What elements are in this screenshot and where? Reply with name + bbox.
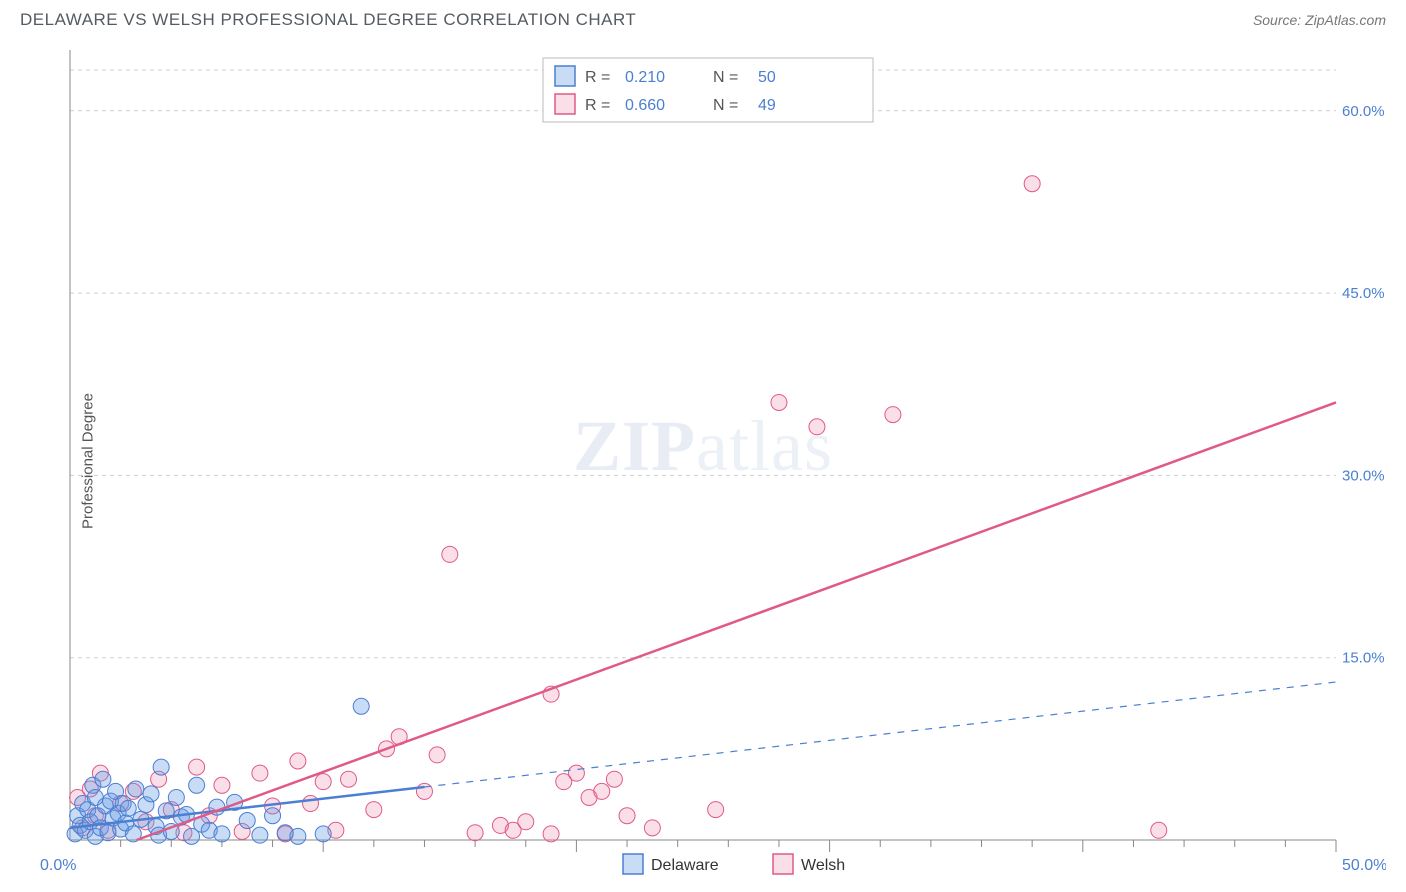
scatter-point [429, 747, 445, 763]
scatter-point [467, 825, 483, 841]
scatter-point [644, 820, 660, 836]
scatter-point [214, 777, 230, 793]
svg-text:60.0%: 60.0% [1342, 103, 1385, 120]
svg-text:N =: N = [713, 69, 738, 86]
svg-text:50.0%: 50.0% [1342, 857, 1386, 874]
svg-text:N =: N = [713, 97, 738, 114]
scatter-point [1151, 822, 1167, 838]
legend-swatch [555, 94, 575, 114]
legend-swatch [623, 854, 643, 874]
scatter-point [315, 826, 331, 842]
scatter-point [252, 827, 268, 843]
scatter-point [95, 771, 111, 787]
scatter-point [568, 765, 584, 781]
scatter-point [341, 771, 357, 787]
scatter-point [366, 802, 382, 818]
scatter-point [290, 828, 306, 844]
legend-swatch [555, 66, 575, 86]
svg-text:0.0%: 0.0% [40, 857, 76, 874]
scatter-point [353, 698, 369, 714]
scatter-point [143, 786, 159, 802]
scatter-point [771, 394, 787, 410]
scatter-point [189, 759, 205, 775]
legend-label: Welsh [801, 857, 845, 874]
scatter-point [809, 419, 825, 435]
svg-text:49: 49 [758, 97, 776, 114]
chart-title: DELAWARE VS WELSH PROFESSIONAL DEGREE CO… [20, 10, 636, 30]
scatter-point [518, 814, 534, 830]
svg-text:50: 50 [758, 69, 776, 86]
scatter-point [252, 765, 268, 781]
scatter-point [885, 407, 901, 423]
scatter-point [128, 781, 144, 797]
chart-source: Source: ZipAtlas.com [1253, 12, 1386, 28]
scatter-point [239, 813, 255, 829]
scatter-point [619, 808, 635, 824]
svg-text:0.210: 0.210 [625, 69, 665, 86]
trend-line-delaware-ext [424, 682, 1336, 787]
scatter-point [265, 808, 281, 824]
y-axis-label: Professional Degree [79, 393, 96, 529]
scatter-point [708, 802, 724, 818]
scatter-point [303, 796, 319, 812]
svg-text:45.0%: 45.0% [1342, 285, 1385, 302]
scatter-point [594, 783, 610, 799]
svg-text:R =: R = [585, 69, 610, 86]
legend-label: Delaware [651, 857, 719, 874]
scatter-point [315, 774, 331, 790]
scatter-point [606, 771, 622, 787]
svg-text:0.660: 0.660 [625, 97, 665, 114]
scatter-point [153, 759, 169, 775]
scatter-point [120, 800, 136, 816]
scatter-point [168, 789, 184, 805]
scatter-point [189, 777, 205, 793]
svg-text:30.0%: 30.0% [1342, 467, 1385, 484]
scatter-chart: Professional Degree ZIPatlas 15.0% 30.0% 45… [20, 40, 1386, 882]
svg-text:ZIPatlas: ZIPatlas [573, 406, 833, 486]
legend-swatch [773, 854, 793, 874]
svg-text:R =: R = [585, 97, 610, 114]
scatter-point [214, 826, 230, 842]
scatter-point [543, 826, 559, 842]
scatter-point [290, 753, 306, 769]
scatter-point [442, 546, 458, 562]
scatter-point [1024, 176, 1040, 192]
svg-text:15.0%: 15.0% [1342, 650, 1385, 667]
